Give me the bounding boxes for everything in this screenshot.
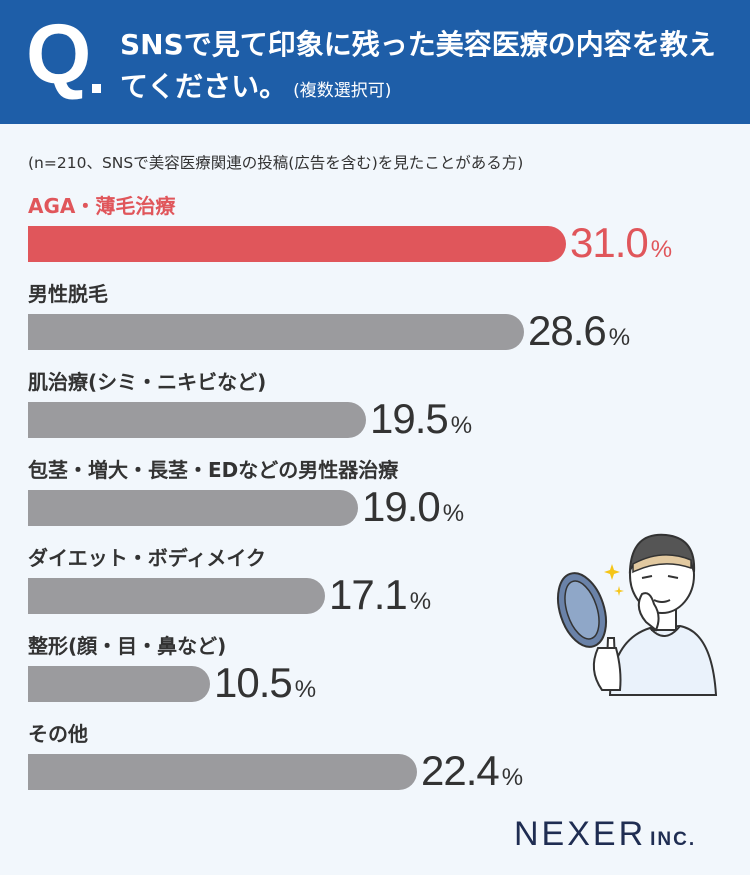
value-number: 22.4 (421, 747, 500, 794)
q-mark: Q (26, 7, 91, 101)
value-unit: % (501, 764, 524, 791)
value-number: 28.6 (528, 307, 607, 354)
value-number: 17.1 (329, 571, 408, 618)
bar (28, 314, 524, 350)
value-unit: % (409, 588, 432, 615)
value-number: 31.0 (570, 219, 649, 266)
bar (28, 754, 417, 790)
category-label: ダイエット・ボディメイク (28, 546, 266, 570)
value-number: 10.5 (214, 659, 293, 706)
bar (28, 490, 358, 526)
question-text: SNSで見て印象に残った美容医療の内容を教えてください。 (複数選択可) (120, 24, 730, 112)
value-label: 22.4% (421, 750, 523, 792)
value-label: 19.0% (362, 486, 464, 528)
value-unit: % (442, 500, 465, 527)
value-label: 17.1% (329, 574, 431, 616)
nexer-logo: NEXER INC. (514, 815, 696, 854)
category-label: 男性脱毛 (28, 282, 108, 306)
q-dot (92, 84, 101, 93)
sample-note: (n=210、SNSで美容医療関連の投稿(広告を含む)を見たことがある方) (28, 154, 524, 172)
value-unit: % (608, 324, 631, 351)
question-main: SNSで見て印象に残った美容医療の内容を教えてください。 (120, 28, 716, 103)
value-unit: % (650, 236, 673, 263)
question-header: Q SNSで見て印象に残った美容医療の内容を教えてください。 (複数選択可) (0, 0, 750, 124)
category-label: 整形(顔・目・鼻など) (28, 634, 227, 658)
category-label: 包茎・増大・長茎・EDなどの男性器治療 (28, 458, 399, 482)
category-label: その他 (28, 722, 88, 746)
bar (28, 666, 210, 702)
logo-name: NEXER (514, 815, 647, 853)
question-note: (複数選択可) (293, 81, 392, 101)
value-label: 10.5% (214, 662, 316, 704)
category-label: AGA・薄毛治療 (28, 194, 176, 218)
bar (28, 578, 325, 614)
logo-suffix: INC. (650, 829, 697, 850)
category-label: 肌治療(シミ・ニキビなど) (28, 370, 267, 394)
bar (28, 402, 366, 438)
value-number: 19.0 (362, 483, 441, 530)
value-label: 28.6% (528, 310, 630, 352)
value-label: 31.0% (570, 222, 672, 264)
man-with-mirror-illustration (557, 533, 718, 696)
value-unit: % (294, 676, 317, 703)
value-number: 19.5 (370, 395, 449, 442)
value-label: 19.5% (370, 398, 472, 440)
bar (28, 226, 566, 262)
value-unit: % (450, 412, 473, 439)
